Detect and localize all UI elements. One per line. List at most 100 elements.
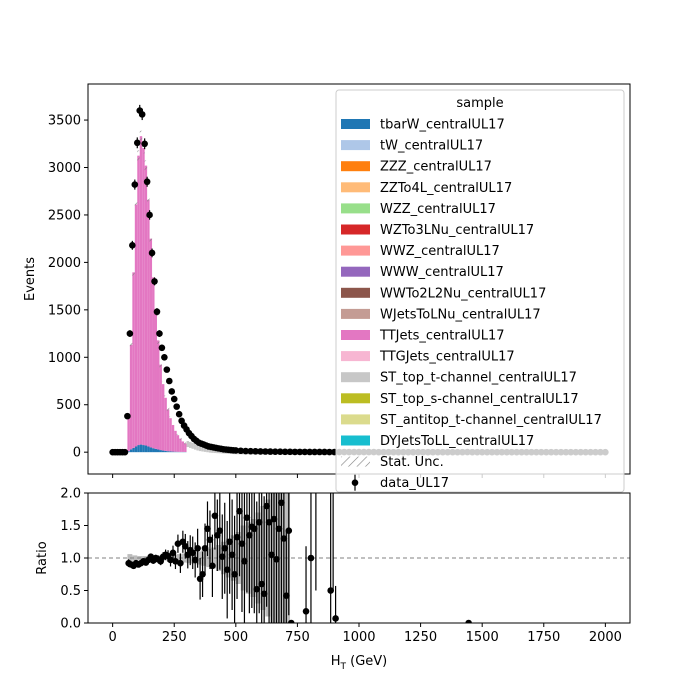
data-point-62	[291, 448, 299, 456]
legend-swatch-8	[341, 287, 370, 298]
ratio-point-21	[177, 559, 184, 567]
ratio-point-65	[285, 527, 293, 534]
ratio-point-64	[283, 592, 290, 599]
data-point-23	[166, 377, 173, 385]
ratio-xtick-label-2: 500	[223, 630, 248, 645]
stat-unc-4	[137, 150, 140, 161]
ratio-band-11	[181, 553, 187, 563]
ratio-point-57	[265, 518, 273, 526]
data-point-8	[129, 242, 136, 249]
stat-unc-1	[129, 341, 133, 349]
data-point-27	[175, 410, 183, 418]
bar-tbarW_centralUL17-9	[149, 447, 153, 453]
bar-TTJets_centralUL17-19	[174, 430, 177, 452]
ratio-point-31	[201, 544, 209, 552]
legend-label-2: ZZZ_centralUL17	[380, 160, 492, 175]
bar-tbarW_centralUL17-12	[156, 449, 160, 453]
ratio-point-56	[263, 502, 270, 510]
data-point-25	[170, 395, 178, 403]
data-point-68	[321, 448, 328, 456]
ratio-point-60	[273, 556, 280, 563]
legend-label-4: WZZ_centralUL17	[380, 202, 496, 217]
ratio-point-27	[191, 556, 199, 564]
ratio-point-62	[278, 499, 285, 507]
ratio-band-31	[280, 493, 286, 623]
ratio-point-59	[270, 515, 278, 523]
legend-label-10: TTJets_centralUL17	[379, 329, 505, 344]
ratio-x-ticks: 0 250 500 750 1000 1250 1500 1750 2000	[108, 623, 622, 645]
bar-tbarW_centralUL17-17	[169, 451, 172, 453]
data-point-16	[148, 249, 156, 257]
legend-label-15: DYJetsToLL_centralUL17	[380, 434, 534, 449]
legend-swatch-1	[341, 140, 370, 151]
ratio-y-ticks: 0.0 0.5 1.0 1.5 2.0	[60, 487, 88, 632]
ratio-point-44	[233, 533, 241, 541]
ratio-xtick-label-7: 1750	[527, 630, 560, 645]
tail-bin-0	[186, 441, 190, 448]
legend-swatch-14	[341, 414, 370, 425]
data-point-58	[271, 448, 279, 456]
stat-unc-16	[166, 407, 170, 412]
bar-TTJets_centralUL17-23	[184, 443, 187, 452]
legend-label-12: ST_top_t-channel_centralUL17	[380, 371, 577, 386]
main-ytick-label-2: 1000	[48, 351, 81, 366]
stat-unc-15	[164, 395, 167, 401]
stat-unc-14	[161, 381, 165, 387]
legend-label-5: WZTo3LNu_centralUL17	[380, 223, 534, 238]
stat-unc-8	[147, 194, 150, 205]
ratio-band-14	[196, 551, 202, 565]
data-point-14	[143, 178, 151, 186]
ratio-point-55	[260, 590, 268, 598]
ratio-point-66	[287, 619, 295, 623]
data-point-67	[316, 448, 323, 456]
stat-unc-21	[179, 437, 182, 440]
data-point-9	[131, 181, 139, 188]
ratio-xtick-label-5: 1250	[404, 630, 437, 645]
ratio-point-23	[182, 543, 189, 550]
stat-unc-7	[144, 160, 148, 171]
bar-TTJets_centralUL17-5	[139, 136, 143, 445]
legend-swatch-0	[341, 119, 370, 129]
data-point-66	[311, 448, 318, 456]
ratio-xtick-label-3: 750	[285, 630, 310, 645]
data-point-53	[247, 447, 254, 455]
bar-tbarW_centralUL17-14	[161, 450, 165, 453]
bar-tbarW_centralUL17-16	[166, 451, 170, 453]
legend-label-1: tW_centralUL17	[380, 139, 483, 154]
ratio-band-25	[250, 519, 256, 597]
stat-unc-22	[181, 440, 185, 443]
ratio-point-34	[209, 562, 216, 570]
ratio-ytick-label-1: 0.5	[60, 584, 81, 599]
main-ytick-label-3: 1500	[48, 303, 81, 318]
data-point-57	[267, 448, 274, 455]
main-ytick-label-0: 0	[73, 446, 81, 461]
ratio-point-46	[238, 540, 246, 547]
data-point-59	[276, 448, 284, 456]
ratio-point-40	[223, 566, 231, 573]
bar-tbarW_centralUL17-13	[159, 450, 162, 453]
legend-swatch-3	[341, 182, 370, 193]
legend-marker-17	[351, 479, 359, 487]
legend-label-14: ST_antitop_t-channel_centralUL17	[380, 413, 602, 428]
ratio-xtick-label-8: 2000	[589, 630, 622, 645]
stat-unc-20	[176, 433, 180, 437]
data-point-54	[252, 448, 259, 455]
main-y-axis-label: Events	[23, 257, 38, 301]
ratio-band-24	[245, 522, 251, 594]
tail-bin-1	[189, 441, 192, 448]
legend-label-6: WWZ_centralUL17	[380, 244, 500, 259]
bar-TTJets_centralUL17-16	[166, 409, 170, 452]
legend-label-3: ZZTo4L_centralUL17	[380, 181, 512, 196]
stat-unc-2	[132, 268, 135, 277]
legend-label-8: WWTo2L2Nu_centralUL17	[380, 286, 546, 301]
legend-swatch-7	[341, 266, 370, 277]
tail-bin-3	[193, 443, 197, 450]
legend-label-7: WWW_centralUL17	[380, 265, 504, 280]
ratio-point-54	[258, 580, 265, 588]
data-point-7	[126, 330, 134, 337]
data-point-21	[161, 353, 168, 361]
main-ytick-label-7: 3500	[48, 114, 81, 129]
data-point-12	[138, 111, 146, 118]
ratio-point-73	[465, 619, 472, 623]
data-point-52	[242, 447, 249, 455]
